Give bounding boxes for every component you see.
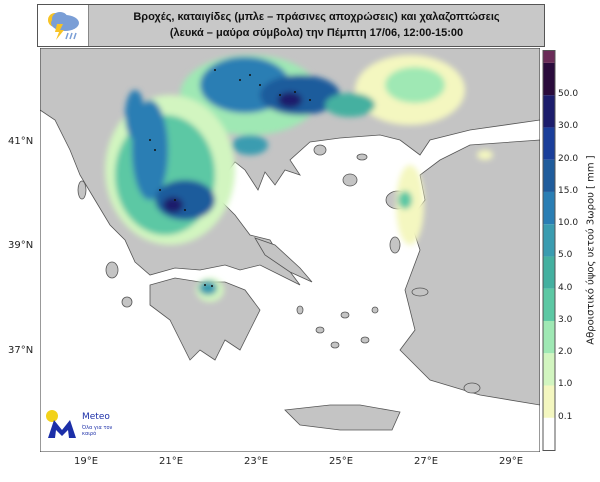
map-title: Βροχές, καταιγίδες (μπλε – πράσινες αποχ… <box>89 5 544 46</box>
hail-symbols <box>149 69 311 287</box>
lon-label: 27°E <box>414 456 439 467</box>
colorbar-segment <box>543 159 555 192</box>
lat-label: 41°N <box>8 136 34 147</box>
colorbar-label: Αθροιστικό ύψος υετού 3ωρου [ mm ] <box>585 155 597 345</box>
colorbar-tick: 20.0 <box>558 153 579 164</box>
colorbar-segment <box>543 95 555 128</box>
colorbar-tick: 1.0 <box>558 379 573 390</box>
lon-label: 29°E <box>499 456 524 467</box>
lat-label: 39°N <box>8 240 34 251</box>
lon-label: 23°E <box>244 456 269 467</box>
colorbar-border <box>542 50 556 451</box>
colorbar-tick: 0.1 <box>558 411 573 422</box>
colorbar-segment <box>543 353 555 386</box>
colorbar-segment <box>543 288 555 321</box>
lon-label: 25°E <box>329 456 354 467</box>
colorbar-segment <box>543 256 555 289</box>
colorbar-tick: 10.0 <box>558 218 579 229</box>
colorbar-tick: 4.0 <box>558 282 573 293</box>
lon-label: 19°E <box>74 456 99 467</box>
colorbar-segment <box>543 385 555 418</box>
colorbar <box>542 50 556 451</box>
title-line-2: (λευκά – μαύρα σύμβολα) την Πέμπτη 17/06… <box>169 27 464 39</box>
colorbar-segment <box>543 62 555 96</box>
colorbar-segment <box>543 50 555 63</box>
colorbar-segment <box>543 320 555 354</box>
logo-tagline: Όλα για τον καιρό <box>82 425 113 437</box>
title-banner: Βροχές, καταιγίδες (μπλε – πράσινες αποχ… <box>37 4 545 47</box>
colorbar-tick: 15.0 <box>558 185 579 196</box>
colorbar-tick: 3.0 <box>558 314 573 325</box>
precipitation-overlay <box>105 55 493 302</box>
colorbar-tick: 5.0 <box>558 250 573 261</box>
precipitation-map <box>40 48 540 452</box>
colorbar-segment <box>543 224 555 257</box>
colorbar-segment <box>543 127 555 160</box>
colorbar-tick: 2.0 <box>558 347 573 358</box>
title-line-1: Βροχές, καταιγίδες (μπλε – πράσινες αποχ… <box>133 11 500 23</box>
lat-label: 37°N <box>8 345 34 356</box>
logo-name: Meteo <box>82 412 110 422</box>
lon-label: 21°E <box>159 456 184 467</box>
colorbar-tick: 30.0 <box>558 121 579 132</box>
colorbar-segment <box>543 191 555 225</box>
colorbar-tick: 50.0 <box>558 89 579 100</box>
storm-cloud-icon <box>38 5 89 46</box>
meteo-logo: Meteo Όλα για τον καιρό <box>44 408 124 442</box>
colorbar-segment <box>543 417 555 450</box>
